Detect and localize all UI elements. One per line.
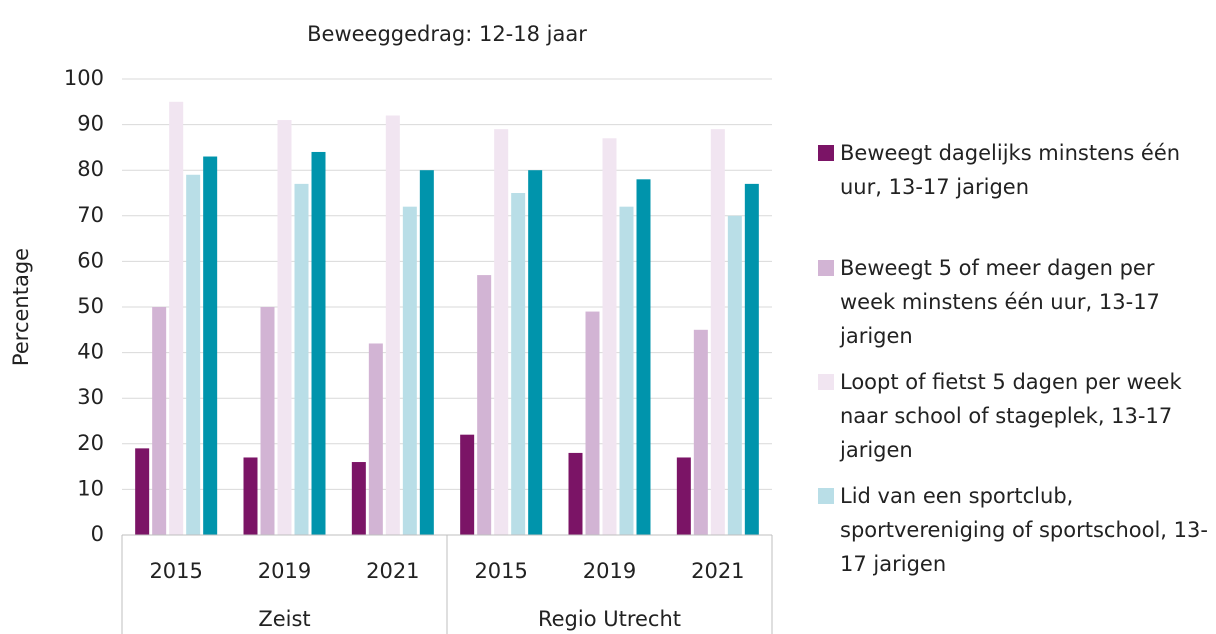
bar xyxy=(169,101,184,536)
y-axis-label: Percentage xyxy=(9,248,33,366)
bar xyxy=(135,448,150,535)
y-tick-label: 30 xyxy=(77,385,104,409)
legend-label: Loopt of fietst 5 dagen per week naar sc… xyxy=(840,370,1182,462)
bar xyxy=(260,307,275,535)
bar xyxy=(511,193,526,535)
y-tick-label: 10 xyxy=(77,476,104,500)
y-tick-label: 90 xyxy=(77,112,104,136)
bar xyxy=(568,452,583,535)
y-tick-label: 70 xyxy=(77,203,104,227)
legend-entry: Loopt of fietst 5 dagen per week naar sc… xyxy=(818,365,1214,467)
bar xyxy=(710,129,725,535)
legend-swatch xyxy=(818,145,834,161)
y-tick-label: 50 xyxy=(77,294,104,318)
group-label: Zeist xyxy=(258,607,310,631)
bar xyxy=(243,457,258,535)
y-tick-label: 40 xyxy=(77,340,104,364)
legend-label: Beweegt 5 of meer dagen per week minsten… xyxy=(840,256,1160,348)
bar xyxy=(636,179,651,535)
bar xyxy=(727,215,742,536)
x-tick-label: 2019 xyxy=(583,559,636,583)
y-tick-label: 20 xyxy=(77,431,104,455)
bar xyxy=(402,206,417,535)
bar xyxy=(294,183,309,535)
bar xyxy=(693,329,708,535)
bar xyxy=(419,170,434,535)
bar xyxy=(602,138,617,535)
legend-swatch xyxy=(818,488,834,504)
y-tick-label: 0 xyxy=(91,522,104,546)
bar xyxy=(186,174,201,535)
bar xyxy=(351,462,366,535)
group-label: Regio Utrecht xyxy=(538,607,681,631)
bar xyxy=(385,115,400,535)
bar xyxy=(277,120,292,535)
x-tick-label: 2019 xyxy=(258,559,311,583)
bar xyxy=(460,434,475,535)
bar xyxy=(203,156,218,535)
bar xyxy=(368,343,383,535)
bar xyxy=(528,170,543,535)
bar xyxy=(619,206,634,535)
bar xyxy=(494,129,509,535)
legend-swatch xyxy=(818,260,834,276)
legend-label: Lid van een sportclub, sportvereniging o… xyxy=(840,484,1208,576)
legend-entry: Beweegt 5 of meer dagen per week minsten… xyxy=(818,251,1214,353)
legend-swatch xyxy=(818,374,834,390)
chart-title: Beweeggedrag: 12-18 jaar xyxy=(307,22,587,46)
y-tick-label: 60 xyxy=(77,248,104,272)
legend-entry: Beweegt dagelijks minstens één uur, 13-1… xyxy=(818,136,1214,204)
bar xyxy=(311,151,326,535)
x-tick-label: 2015 xyxy=(474,559,527,583)
x-tick-label: 2015 xyxy=(149,559,202,583)
legend-label: Beweegt dagelijks minstens één uur, 13-1… xyxy=(840,141,1181,199)
y-tick-label: 100 xyxy=(64,66,104,90)
x-tick-label: 2021 xyxy=(366,559,419,583)
bar xyxy=(477,275,492,535)
bar xyxy=(676,457,691,535)
bar xyxy=(152,307,167,535)
bar xyxy=(744,183,759,535)
bar xyxy=(585,311,600,535)
x-tick-label: 2021 xyxy=(691,559,744,583)
legend-entry: Lid van een sportclub, sportvereniging o… xyxy=(818,479,1214,581)
y-tick-label: 80 xyxy=(77,157,104,181)
